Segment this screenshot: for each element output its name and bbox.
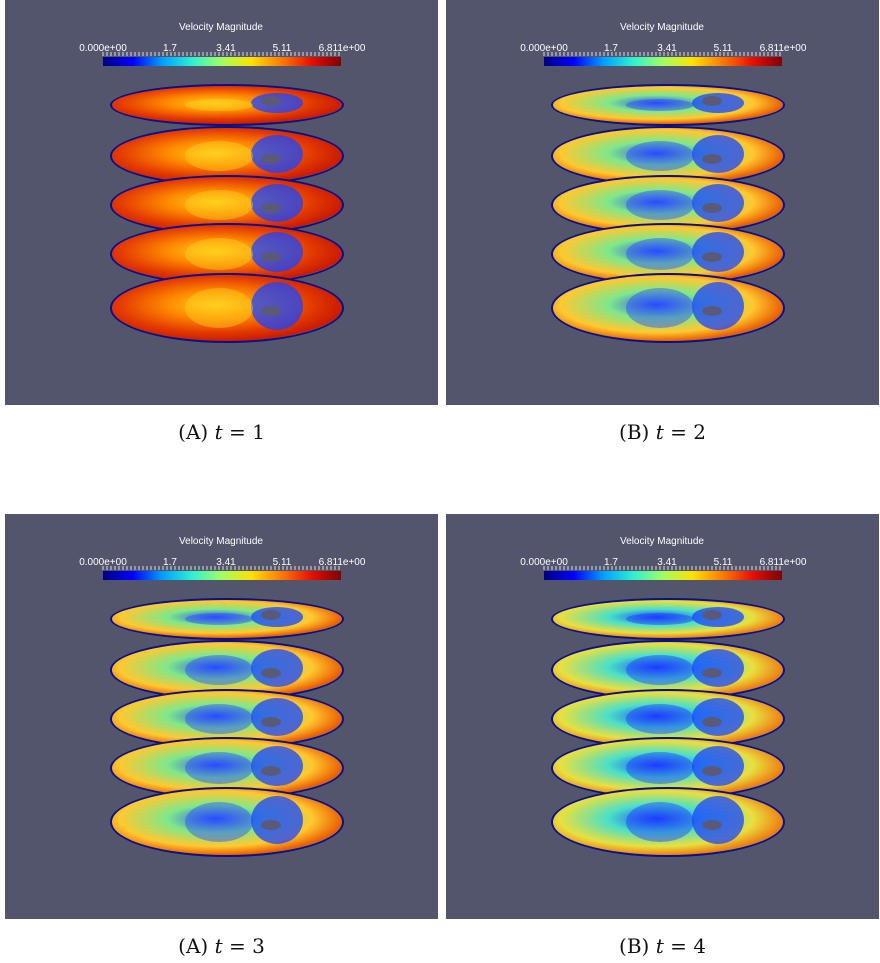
- colorbar-tick-label: 0.000e+00: [520, 557, 568, 568]
- caption-variable: t: [214, 420, 223, 444]
- panel-caption: (A) t = 3: [5, 934, 438, 958]
- slice-disc: [551, 175, 785, 235]
- colorbar-tick-label: 0.000e+00: [79, 43, 127, 54]
- caption-operator: =: [670, 420, 687, 444]
- colorbar-tick-label: 1.7: [163, 557, 177, 568]
- colorbar-title: Velocity Magnitude: [620, 536, 704, 547]
- caption-variable: t: [214, 934, 223, 958]
- velocity-render: Velocity Magnitude 0.000e+00 1.7 3.41 5.11 6.…: [520, 22, 807, 343]
- slice-disc: [110, 689, 344, 749]
- slice-disc: [110, 273, 344, 343]
- slice-hole: [702, 306, 722, 316]
- slice-hole: [261, 668, 281, 678]
- slice-disc: [551, 689, 785, 749]
- slice-hole: [702, 203, 722, 213]
- colorbar-tick-label: 1.7: [163, 43, 177, 54]
- colorbar-tick-label: 3.41: [657, 557, 677, 568]
- velocity-render: Velocity Magnitude 0.000e+00 1.7 3.41 5.11 6.…: [520, 536, 807, 857]
- colorbar-tick-label: 6.811e+00: [760, 43, 807, 54]
- slice-hole: [702, 96, 722, 106]
- caption-value: 2: [693, 420, 706, 444]
- colorbar-tick-label: 5.11: [714, 43, 733, 54]
- slice-disc: [551, 598, 785, 640]
- caption-value: 1: [252, 420, 265, 444]
- slice-disc: [551, 787, 785, 857]
- slice-disc: [110, 126, 344, 186]
- colorbar-tick-label: 3.41: [657, 43, 677, 54]
- slice-hole: [261, 610, 281, 620]
- colorbar-tick-label: 3.41: [216, 557, 236, 568]
- slice-disc: [551, 126, 785, 186]
- slice-hole: [261, 766, 281, 776]
- slice-hole: [702, 668, 722, 678]
- caption-operator: =: [228, 420, 246, 444]
- caption-operator: =: [670, 934, 687, 958]
- panel-label: (A): [178, 420, 209, 444]
- panel-caption: (B) t = 2: [446, 420, 879, 444]
- panel-label: (A): [178, 934, 209, 958]
- panel-label: (B): [619, 934, 650, 958]
- colorbar-title: Velocity Magnitude: [179, 536, 263, 547]
- slice-disc: [551, 273, 785, 343]
- colorbar-tick-label: 5.11: [714, 557, 733, 568]
- velocity-render: Velocity Magnitude 0.000e+00 1.7 3.41 5.11 6.…: [79, 536, 366, 857]
- colorbar: [103, 57, 341, 66]
- slice-hole: [702, 766, 722, 776]
- colorbar-tick-label: 6.811e+00: [760, 557, 807, 568]
- slice-disc: [110, 598, 344, 640]
- slice-disc: [110, 737, 344, 799]
- colorbar: [544, 57, 782, 66]
- slice-disc: [110, 175, 344, 235]
- slice-disc: [551, 84, 785, 126]
- slice-hole: [702, 610, 722, 620]
- slice-hole: [702, 154, 722, 164]
- colorbar-tick-label: 5.11: [273, 43, 292, 54]
- slice-disc: [110, 640, 344, 700]
- slice-hole: [261, 252, 281, 262]
- colorbar-tick-label: 3.41: [216, 43, 236, 54]
- caption-value: 4: [693, 934, 706, 958]
- colorbar-title: Velocity Magnitude: [179, 22, 263, 33]
- slice-disc: [551, 223, 785, 285]
- panel-caption: (B) t = 4: [446, 934, 879, 958]
- colorbar-tick-label: 6.811e+00: [319, 43, 366, 54]
- colorbar: [544, 571, 782, 580]
- colorbar-tick-label: 1.7: [604, 43, 618, 54]
- caption-variable: t: [655, 934, 664, 958]
- caption-variable: t: [655, 420, 664, 444]
- panel-label: (B): [619, 420, 650, 444]
- slice-disc: [110, 84, 344, 126]
- colorbar: [103, 571, 341, 580]
- slice-disc: [110, 787, 344, 857]
- slice-hole: [261, 154, 281, 164]
- slice-hole: [261, 717, 281, 727]
- colorbar-tick-label: 6.811e+00: [319, 557, 366, 568]
- colorbar-tick-label: 0.000e+00: [79, 557, 127, 568]
- colorbar-tick-label: 0.000e+00: [520, 43, 568, 54]
- colorbar-title: Velocity Magnitude: [620, 22, 704, 33]
- slice-hole: [261, 820, 281, 830]
- render-viewport: Velocity Magnitude 0.000e+00 1.7 3.41 5.11 6.…: [446, 0, 879, 405]
- slice-disc: [551, 640, 785, 700]
- caption-operator: =: [228, 934, 246, 958]
- velocity-render: Velocity Magnitude 0.000e+00 1.7 3.41 5.11 6.…: [79, 22, 366, 343]
- slice-hole: [702, 717, 722, 727]
- slice-disc: [551, 737, 785, 799]
- slice-hole: [702, 820, 722, 830]
- panel-caption: (A) t = 1: [5, 420, 438, 444]
- render-viewport: Velocity Magnitude 0.000e+00 1.7 3.41 5.11 6.…: [5, 514, 438, 919]
- slice-hole: [261, 96, 281, 106]
- colorbar-tick-label: 1.7: [604, 557, 618, 568]
- render-viewport: Velocity Magnitude 0.000e+00 1.7 3.41 5.11 6.…: [5, 0, 438, 405]
- slice-hole: [261, 203, 281, 213]
- slice-hole: [702, 252, 722, 262]
- render-viewport: Velocity Magnitude 0.000e+00 1.7 3.41 5.11 6.…: [446, 514, 879, 919]
- slice-hole: [261, 306, 281, 316]
- slice-disc: [110, 223, 344, 285]
- caption-value: 3: [252, 934, 265, 958]
- colorbar-tick-label: 5.11: [273, 557, 292, 568]
